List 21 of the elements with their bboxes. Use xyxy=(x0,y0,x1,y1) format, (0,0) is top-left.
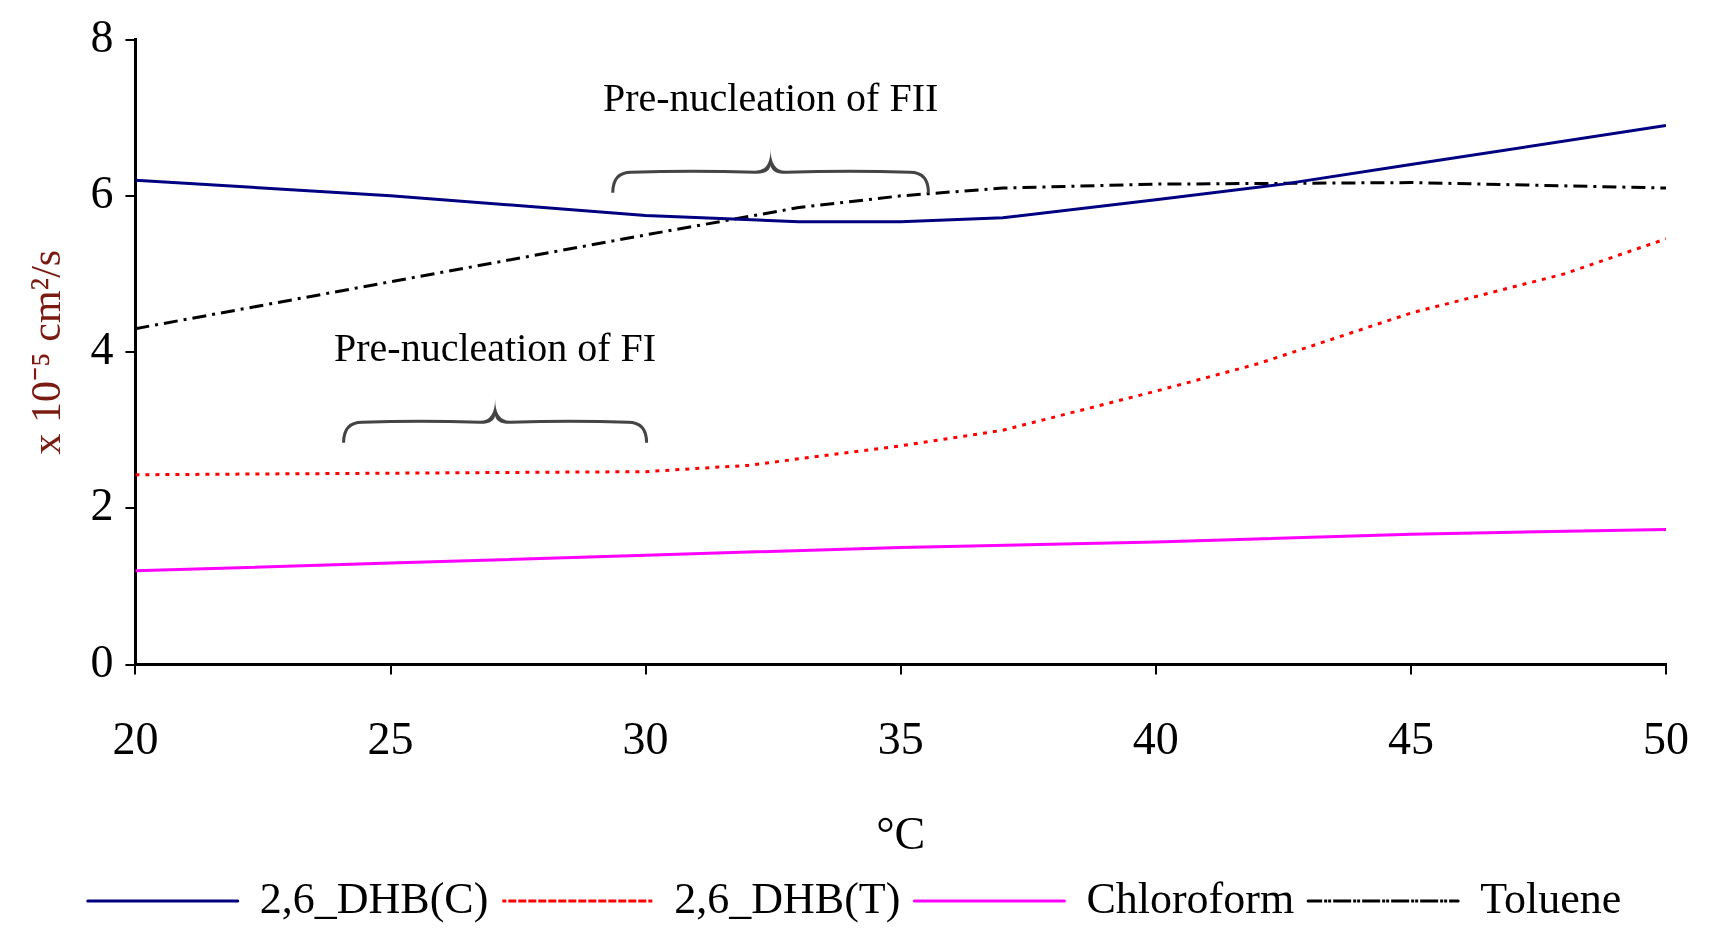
line-series xyxy=(135,237,1666,477)
legend-label: 2,6_DHB(T) xyxy=(674,873,901,923)
x-tick-label: 40 xyxy=(1132,713,1179,765)
x-tick-label: 30 xyxy=(622,713,669,765)
x-tick-label: 35 xyxy=(877,713,924,765)
x-tick-label: 45 xyxy=(1387,713,1434,765)
x-tick-label: 20 xyxy=(112,713,159,765)
y-tick-label: 2 xyxy=(90,479,114,531)
y-tick-label: 4 xyxy=(90,323,114,375)
x-tick-label: 50 xyxy=(1643,713,1689,765)
x-axis-title: °C xyxy=(876,808,926,860)
legend-label: Chloroform xyxy=(1086,873,1295,923)
y-tick-label: 0 xyxy=(90,635,114,687)
annotation: Pre-nucleation of FI xyxy=(334,325,657,371)
y-tick-label: 8 xyxy=(90,10,114,62)
legend-label: 2,6_DHB(C) xyxy=(259,873,489,923)
legend-label: Toluene xyxy=(1480,873,1622,923)
y-axis-title: x 10⁻⁵ cm²/s xyxy=(23,249,70,455)
x-tick-label: 25 xyxy=(367,713,414,765)
annotation: Pre-nucleation of FII xyxy=(602,75,939,121)
y-tick-label: 6 xyxy=(90,166,114,218)
